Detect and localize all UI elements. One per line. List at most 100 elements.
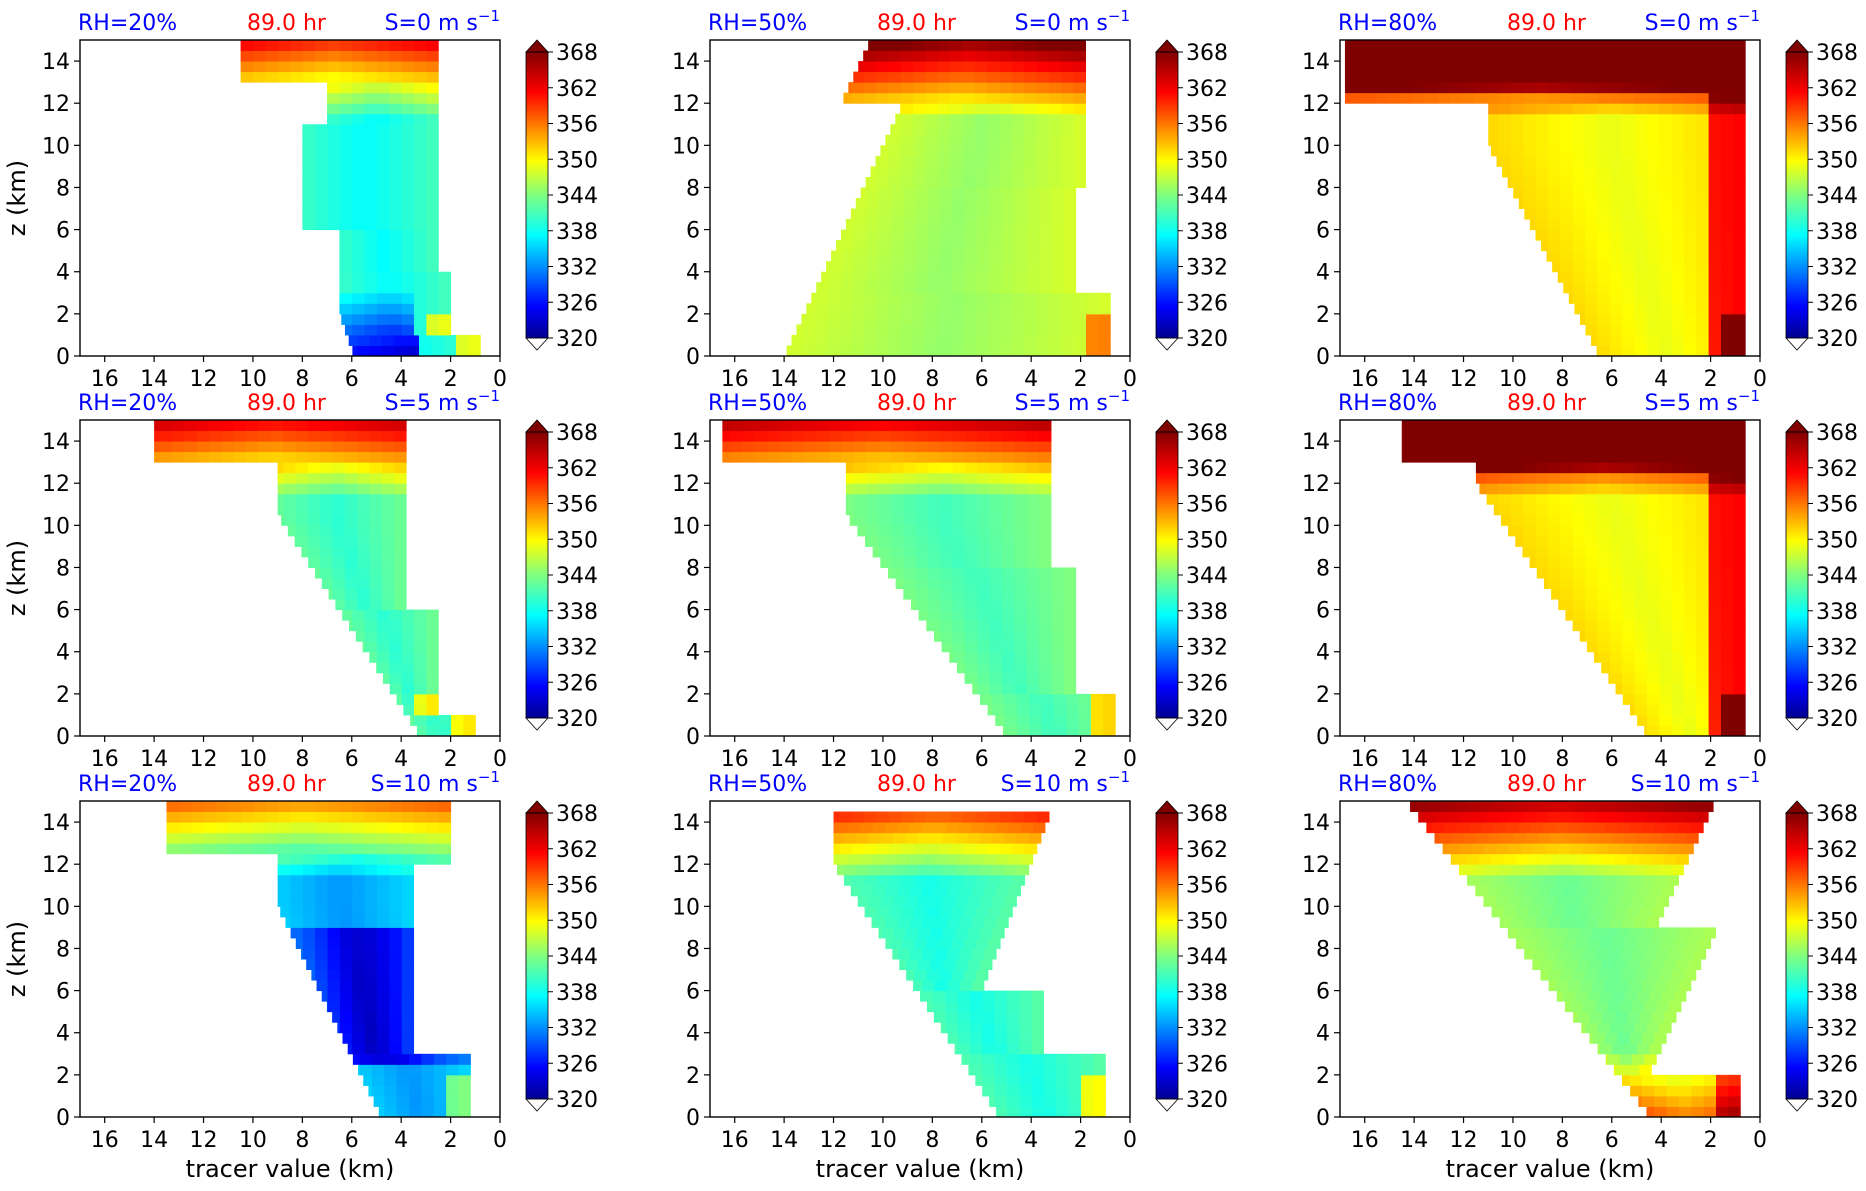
heatmap-cell xyxy=(1006,1032,1020,1044)
heatmap-cell xyxy=(208,451,222,463)
heatmap-cell xyxy=(1559,113,1573,125)
heatmap-cell xyxy=(853,430,867,442)
heatmap-cell xyxy=(376,145,390,157)
heatmap-cell xyxy=(942,895,956,907)
heatmap-cell xyxy=(1626,801,1640,813)
heatmap-cell xyxy=(1038,599,1052,611)
x-tick-label: 10 xyxy=(239,367,267,392)
heatmap-cell xyxy=(438,324,452,336)
heatmap-cell xyxy=(401,92,415,104)
heatmap-cell xyxy=(381,472,395,484)
heatmap-cell xyxy=(270,430,284,442)
heatmap-cell xyxy=(401,683,415,695)
heatmap-cell xyxy=(1572,155,1586,167)
heatmap-cell xyxy=(828,271,842,283)
heatmap-cell xyxy=(964,620,978,632)
heatmap-cell xyxy=(1683,483,1697,495)
heatmap-cell xyxy=(1634,124,1647,136)
heatmap-cell xyxy=(1732,187,1746,199)
heatmap-cell xyxy=(878,525,891,537)
heatmap-cell xyxy=(1695,672,1709,684)
heatmap-cell xyxy=(388,313,402,325)
heatmap-cell xyxy=(1050,630,1064,642)
heatmap-cell xyxy=(1634,292,1647,304)
heatmap-cell xyxy=(840,451,854,463)
heatmap-cell xyxy=(865,493,879,505)
heatmap-cell xyxy=(388,50,402,62)
heatmap-cell xyxy=(1517,822,1531,834)
heatmap-cell xyxy=(826,261,830,273)
heatmap-cell xyxy=(1547,504,1561,516)
heatmap-cell xyxy=(1658,166,1672,178)
heatmap-cell xyxy=(1651,959,1665,971)
heatmap-cell xyxy=(327,948,340,960)
heatmap-cell xyxy=(847,822,861,834)
heatmap-cell xyxy=(1586,641,1598,653)
heatmap-cell xyxy=(228,843,242,855)
x-tick-label: 8 xyxy=(1555,1128,1569,1153)
heatmap-cell xyxy=(1013,546,1027,558)
heatmap-cell xyxy=(1708,620,1721,632)
heatmap-cell xyxy=(1683,693,1697,705)
heatmap-cell xyxy=(351,1022,365,1034)
heatmap-cell xyxy=(1685,937,1699,949)
heatmap-cell xyxy=(840,229,854,241)
heatmap-cell xyxy=(1018,1032,1032,1044)
heatmap-cell xyxy=(344,504,358,516)
heatmap-cell xyxy=(1498,92,1511,104)
heatmap-cell xyxy=(1508,843,1521,855)
heatmap-cell xyxy=(383,1095,397,1107)
heatmap-cell xyxy=(900,92,914,104)
heatmap-cell xyxy=(1732,630,1746,642)
heatmap-cell xyxy=(816,420,830,432)
heatmap-cell xyxy=(1011,40,1025,52)
heatmap-cell xyxy=(1658,811,1672,823)
heatmap-cell xyxy=(1535,134,1549,146)
heatmap-cell xyxy=(924,113,938,125)
heatmap-cell xyxy=(1016,704,1030,716)
heatmap-cell xyxy=(388,801,402,813)
heatmap-cell xyxy=(1535,229,1549,241)
heatmap-cell xyxy=(1609,441,1623,453)
heatmap-cell xyxy=(1646,725,1660,737)
heatmap-cell xyxy=(1584,969,1598,981)
colorbar-tick-label: 356 xyxy=(556,113,598,138)
heatmap-cell xyxy=(839,811,852,823)
panel-rh-label: RH=80% xyxy=(1338,772,1437,797)
heatmap-cell xyxy=(967,927,980,939)
heatmap-cell xyxy=(1671,334,1684,346)
heatmap-cell xyxy=(1554,980,1568,992)
heatmap-cell xyxy=(1572,525,1586,537)
heatmap-cell xyxy=(1023,155,1037,167)
heatmap-cell xyxy=(950,874,964,886)
heatmap-cell xyxy=(393,567,407,579)
heatmap-field xyxy=(240,40,481,357)
heatmap-cell xyxy=(969,1022,983,1034)
heatmap-cell xyxy=(1043,1064,1057,1076)
heatmap-cell xyxy=(351,50,365,62)
heatmap-cell xyxy=(1579,927,1593,939)
heatmap-cell xyxy=(1673,990,1687,1002)
heatmap-cell xyxy=(401,801,415,813)
heatmap-cell xyxy=(1646,441,1660,453)
heatmap-cell xyxy=(1572,282,1586,294)
heatmap-cell xyxy=(964,282,978,294)
heatmap-cell xyxy=(890,271,904,283)
heatmap-cell xyxy=(1491,145,1499,157)
heatmap-cell xyxy=(1683,271,1697,283)
heatmap-cell xyxy=(356,514,370,526)
heatmap-cell xyxy=(413,271,427,283)
heatmap-cell xyxy=(964,514,978,526)
heatmap-cell xyxy=(369,451,382,463)
heatmap-cell xyxy=(1683,588,1697,600)
heatmap-cell xyxy=(1011,345,1025,357)
heatmap-cell xyxy=(1537,937,1551,949)
heatmap-cell xyxy=(302,832,316,844)
heatmap-cell xyxy=(1547,483,1561,495)
heatmap-cell xyxy=(376,630,390,642)
heatmap-cell xyxy=(1661,832,1675,844)
heatmap-cell xyxy=(933,1011,946,1023)
heatmap-cell xyxy=(1092,1064,1106,1076)
heatmap-cell xyxy=(875,303,889,315)
heatmap-cell xyxy=(332,451,345,463)
